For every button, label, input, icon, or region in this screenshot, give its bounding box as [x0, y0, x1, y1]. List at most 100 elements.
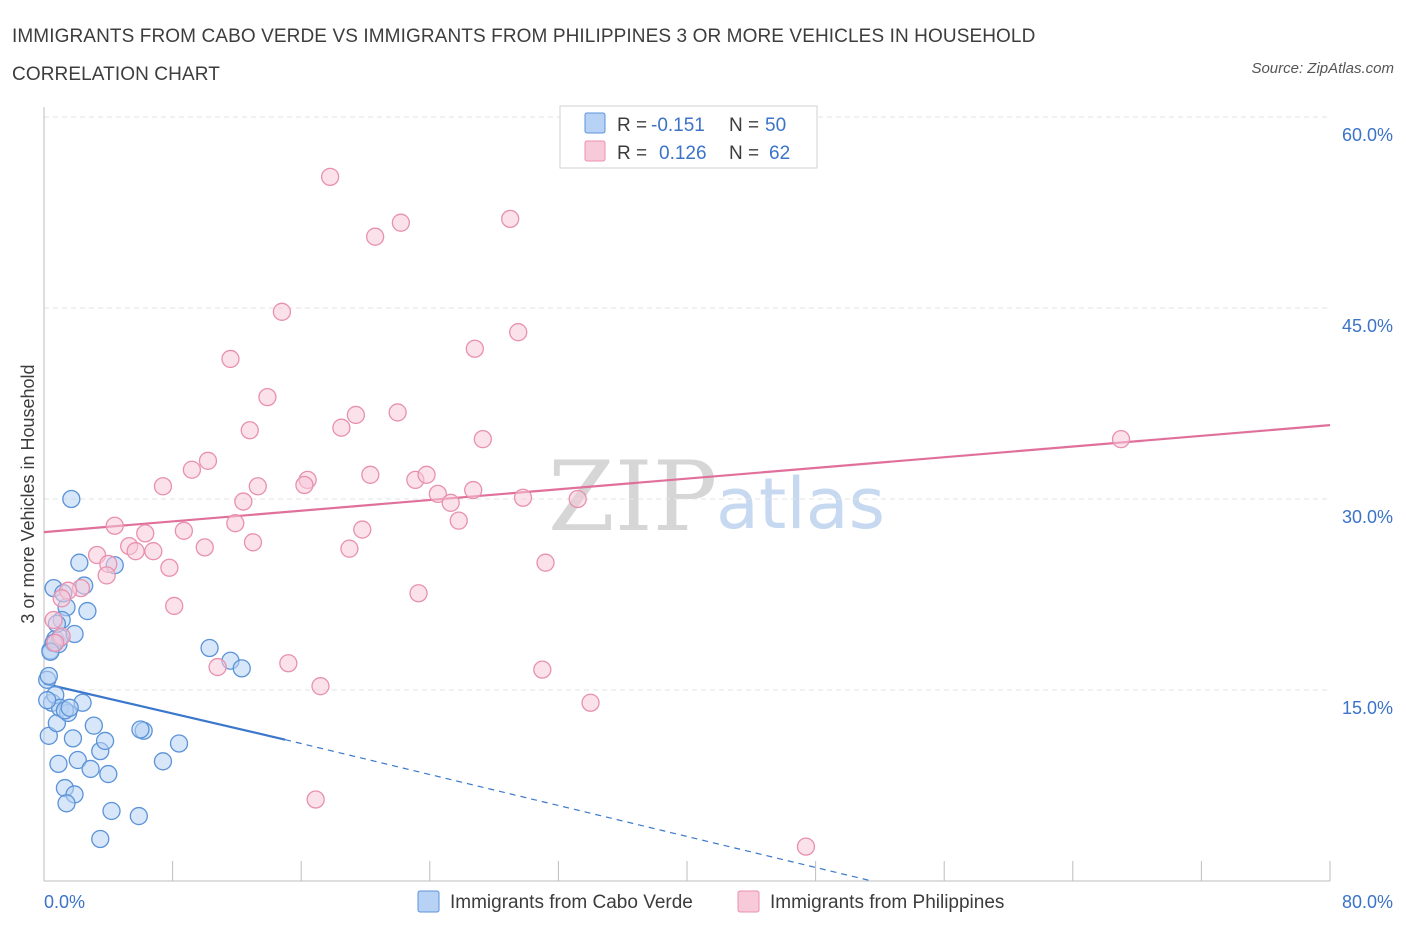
- point-philippines-27: [441, 493, 460, 512]
- point-philippines-57: [533, 660, 552, 679]
- point-philippines-5: [221, 349, 240, 369]
- point-cabo-verde-39: [232, 659, 251, 678]
- series-philippines-points: [44, 167, 1131, 856]
- point-philippines-42: [340, 539, 359, 558]
- point-philippines-26: [234, 492, 253, 511]
- point-philippines-60: [306, 790, 325, 809]
- point-philippines-32: [105, 516, 124, 535]
- point-philippines-4: [272, 302, 292, 321]
- point-cabo-verde-18: [68, 750, 87, 770]
- y-tick-label-2: 45.0%: [1342, 316, 1393, 336]
- point-cabo-verde-5: [62, 489, 81, 509]
- point-philippines-51: [165, 596, 184, 616]
- point-cabo-verde-48: [131, 720, 150, 739]
- point-philippines-3: [501, 209, 520, 229]
- point-philippines-28: [513, 488, 533, 507]
- trend-line-cabo-verde: [43, 682, 286, 741]
- trend-line-cabo-verde-extension: [284, 739, 873, 882]
- point-philippines-30: [449, 511, 468, 530]
- point-cabo-verde-20: [81, 759, 100, 779]
- legend-label-philippines: Immigrants from Philippines: [770, 892, 1004, 913]
- point-philippines-13: [473, 430, 492, 449]
- point-philippines-6: [465, 339, 484, 358]
- point-philippines-1: [365, 227, 385, 246]
- series-legend: Immigrants from Cabo Verde Immigrants fr…: [417, 890, 1004, 913]
- stats-legend: R = -0.151 N = 50 R = 0.126 N = 62: [559, 105, 818, 169]
- point-philippines-2: [391, 213, 411, 232]
- point-cabo-verde-21: [84, 716, 103, 735]
- point-philippines-9: [240, 421, 259, 440]
- point-philippines-61: [796, 837, 816, 856]
- point-philippines-15: [198, 451, 218, 470]
- point-cabo-verde-35: [153, 752, 173, 771]
- point-philippines-45: [536, 553, 555, 572]
- x-tick-label-min: 0.0%: [44, 892, 85, 912]
- point-philippines-18: [361, 465, 380, 484]
- point-philippines-23: [248, 477, 267, 496]
- stats-r-label-2: R =: [617, 143, 647, 164]
- x-tick-label-max: 80.0%: [1342, 892, 1393, 912]
- point-philippines-11: [346, 405, 366, 425]
- point-cabo-verde-31: [49, 754, 68, 774]
- stats-r-value-2: 0.126: [659, 143, 707, 164]
- point-philippines-50: [409, 584, 428, 603]
- point-cabo-verde-25: [102, 801, 121, 821]
- grid-lines: [44, 116, 1330, 691]
- point-philippines-52: [44, 610, 63, 630]
- stats-n-label-1: N =: [729, 115, 759, 136]
- point-philippines-38: [195, 538, 214, 557]
- point-philippines-22: [153, 477, 173, 496]
- y-axis-label: 3 or more Vehicles in Household: [18, 364, 38, 623]
- point-cabo-verde-23: [95, 731, 115, 751]
- stats-n-value-2: 62: [769, 143, 790, 164]
- point-philippines-34: [136, 524, 155, 543]
- watermark-atlas: atlas: [716, 463, 885, 545]
- point-cabo-verde-33: [39, 666, 58, 686]
- y-tick-label-0: 15.0%: [1342, 698, 1393, 718]
- stats-n-value-1: 50: [765, 115, 786, 136]
- stats-legend-swatch-pink: [584, 140, 606, 162]
- point-philippines-10: [388, 403, 407, 422]
- source-label: Source: ZipAtlas.com: [1251, 60, 1394, 77]
- point-philippines-31: [226, 514, 245, 533]
- point-cabo-verde-6: [70, 553, 89, 572]
- legend-swatch-philippines: [737, 890, 760, 913]
- y-tick-label-3: 60.0%: [1342, 125, 1393, 145]
- stats-n-label-2: N =: [729, 143, 759, 164]
- point-cabo-verde-24: [99, 764, 118, 784]
- point-cabo-verde-17: [63, 729, 83, 748]
- point-philippines-36: [243, 533, 263, 552]
- point-philippines-40: [126, 542, 145, 561]
- point-philippines-46: [97, 566, 116, 585]
- point-philippines-55: [279, 654, 298, 673]
- point-cabo-verde-37: [200, 638, 219, 658]
- y-tick-labels: 15.0% 30.0% 45.0% 60.0%: [1342, 125, 1393, 718]
- point-philippines-49: [52, 589, 71, 608]
- point-cabo-verde-49: [57, 794, 76, 813]
- point-philippines-33: [174, 521, 194, 540]
- chart-title: IMMIGRANTS FROM CABO VERDE VS IMMIGRANTS…: [12, 26, 1036, 85]
- point-philippines-59: [581, 693, 600, 712]
- stats-legend-swatch-blue: [584, 112, 606, 134]
- point-philippines-25: [428, 484, 447, 504]
- point-cabo-verde-47: [60, 698, 79, 717]
- point-philippines-29: [568, 489, 587, 509]
- point-cabo-verde-29: [91, 829, 110, 849]
- point-cabo-verde-30: [129, 806, 148, 826]
- point-philippines-44: [160, 558, 179, 577]
- point-philippines-12: [332, 418, 351, 437]
- point-philippines-7: [509, 323, 528, 342]
- point-philippines-35: [353, 520, 372, 539]
- legend-label-cabo-verde: Immigrants from Cabo Verde: [450, 892, 693, 913]
- point-philippines-8: [258, 387, 277, 407]
- point-philippines-16: [182, 460, 202, 479]
- point-philippines-21: [464, 480, 483, 500]
- point-cabo-verde-8: [78, 601, 97, 621]
- point-cabo-verde-36: [169, 734, 189, 753]
- point-philippines-54: [46, 633, 65, 653]
- axes: [43, 107, 1331, 882]
- point-philippines-56: [208, 657, 227, 677]
- stats-r-label-1: R =: [617, 115, 647, 136]
- point-philippines-41: [144, 542, 163, 561]
